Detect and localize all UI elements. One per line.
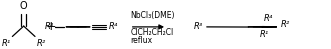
Text: O: O [20, 1, 27, 11]
Text: R⁴: R⁴ [263, 14, 272, 23]
Text: ClCH₂CH₂Cl: ClCH₂CH₂Cl [131, 28, 174, 37]
Text: R²: R² [37, 39, 46, 48]
Text: NbCl₃(DME): NbCl₃(DME) [131, 11, 175, 20]
Text: R³: R³ [44, 22, 54, 31]
Text: R¹: R¹ [2, 39, 11, 48]
Text: R²: R² [280, 20, 290, 29]
Text: R¹: R¹ [260, 30, 269, 39]
Text: reflux: reflux [131, 36, 153, 45]
Text: +: + [45, 20, 56, 33]
Text: R³: R³ [194, 22, 204, 31]
Text: R⁴: R⁴ [109, 22, 118, 31]
